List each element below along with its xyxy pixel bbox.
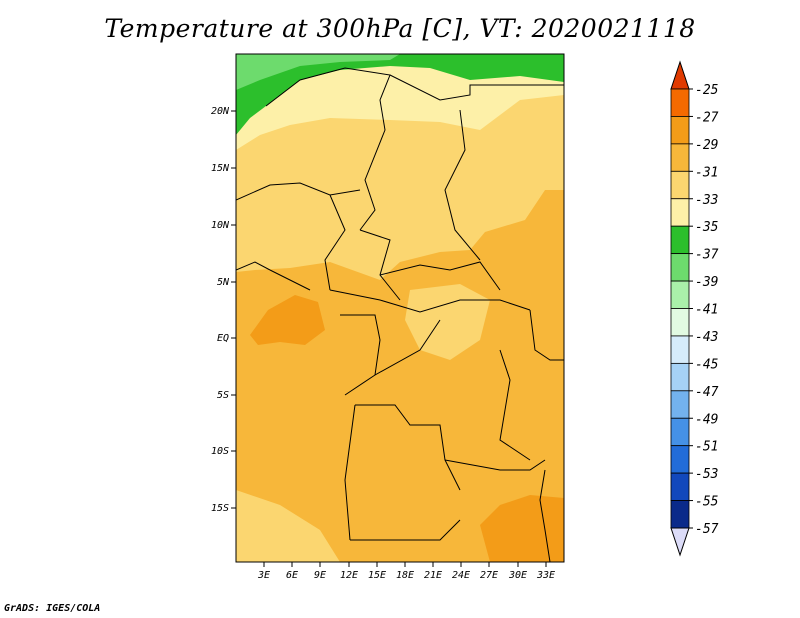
- colorbar-label: -55: [695, 495, 719, 510]
- lat-label-10n: 10N: [211, 220, 230, 231]
- colorbar-label: -39: [695, 275, 718, 290]
- map-title: Temperature at 300hPa [C], VT: 202002111…: [104, 14, 696, 43]
- lon-tick-15e: 15E: [368, 562, 386, 581]
- lon-label-24e: 24E: [452, 570, 470, 581]
- colorbar-label: -43: [695, 330, 718, 345]
- colorbar-segment: [670, 170, 690, 200]
- lon-tick-3e: 3E: [257, 562, 270, 581]
- lon-tick-33e: 33E: [536, 562, 555, 581]
- country-borders: [236, 67, 564, 562]
- band-minus-27-west: [250, 295, 325, 345]
- colorbar-segment: [670, 198, 690, 227]
- lat-label-5s: 5S: [217, 390, 229, 401]
- lat-tick-10n: 10N: [211, 220, 236, 231]
- colorbar-segment: [670, 417, 690, 447]
- band-minus-29-southwest: [236, 490, 340, 562]
- colorbar-labels: -25 -27 -29 -31 -33 -35 -37 -39 -41 -43 -45 -47 -49 -…: [689, 83, 719, 537]
- colorbar-label: -57: [695, 522, 719, 537]
- colorbar-label: -53: [695, 467, 718, 482]
- colorbar-top-arrow: [670, 60, 690, 90]
- colorbar-segment: [670, 362, 690, 392]
- temperature-field: [236, 54, 564, 562]
- colorbar-label: -37: [695, 248, 719, 263]
- colorbar-segments: [670, 88, 690, 529]
- colorbar-label: -51: [695, 440, 718, 455]
- colorbar-segment: [670, 335, 690, 364]
- colorbar-segment: [670, 472, 690, 501]
- latitude-axis: 20N 15N 10N 5N EQ 5S 10S 15S: [211, 106, 236, 514]
- lat-tick-5s: 5S: [217, 390, 236, 401]
- lat-tick-eq: EQ: [217, 333, 236, 344]
- colorbar-label: -33: [695, 193, 718, 208]
- colorbar-label: -35: [695, 220, 719, 235]
- colorbar-segment: [670, 308, 690, 337]
- band-minus-39: [236, 54, 400, 90]
- lon-label-15e: 15E: [368, 570, 386, 581]
- lon-tick-24e: 24E: [452, 562, 470, 581]
- colorbar-label: -31: [695, 165, 718, 180]
- longitude-axis: 3E 6E 9E 12E 15E 18E 21E 24E 27E 30E 33E: [257, 562, 555, 581]
- colorbar-label: -41: [695, 303, 718, 318]
- lat-label-15n: 15N: [211, 163, 230, 174]
- lat-label-eq: EQ: [217, 333, 229, 344]
- footer-credit: GrADS: IGES/COLA: [4, 603, 101, 614]
- lon-label-9e: 9E: [314, 570, 326, 581]
- lat-label-20n: 20N: [211, 106, 230, 117]
- band-minus-37: [236, 54, 564, 135]
- colorbar-segment: [670, 225, 690, 255]
- lon-tick-30e: 30E: [508, 562, 527, 581]
- lat-tick-15n: 15N: [211, 163, 236, 174]
- lon-tick-6e: 6E: [286, 562, 298, 581]
- lon-label-6e: 6E: [286, 570, 298, 581]
- colorbar-label: -29: [695, 138, 718, 153]
- lon-label-33e: 33E: [536, 570, 555, 581]
- lon-label-30e: 30E: [508, 570, 527, 581]
- lon-tick-12e: 12E: [340, 562, 358, 581]
- lat-tick-15s: 15S: [211, 503, 236, 514]
- lat-label-15s: 15S: [211, 503, 229, 514]
- colorbar-segment: [670, 280, 690, 309]
- colorbar-segment: [670, 500, 690, 529]
- colorbar-segment: [670, 445, 690, 474]
- lat-label-10s: 10S: [211, 446, 229, 457]
- band-minus-27-south: [480, 495, 564, 562]
- lon-label-21e: 21E: [424, 570, 442, 581]
- colorbar-segment: [670, 88, 690, 117]
- lon-tick-18e: 18E: [396, 562, 414, 581]
- colorbar: -25 -27 -29 -31 -33 -35 -37 -39 -41 -43 -45 -47 -49 -…: [670, 60, 719, 557]
- colorbar-label: -25: [695, 83, 719, 98]
- lon-label-3e: 3E: [257, 570, 270, 581]
- colorbar-segment: [670, 253, 690, 282]
- colorbar-segment: [670, 143, 690, 172]
- colorbar-label: -45: [695, 357, 719, 372]
- lat-tick-20n: 20N: [211, 106, 236, 117]
- colorbar-label: -27: [695, 110, 719, 125]
- lon-label-27e: 27E: [480, 570, 498, 581]
- colorbar-label: -49: [695, 412, 718, 427]
- lat-tick-10s: 10S: [211, 446, 236, 457]
- lat-tick-5n: 5N: [217, 277, 236, 288]
- lat-label-5n: 5N: [217, 277, 230, 288]
- lon-label-12e: 12E: [340, 570, 358, 581]
- colorbar-label: -47: [695, 385, 719, 400]
- lon-tick-21e: 21E: [424, 562, 442, 581]
- lon-tick-27e: 27E: [480, 562, 498, 581]
- colorbar-segment: [670, 390, 690, 419]
- lon-tick-9e: 9E: [314, 562, 326, 581]
- colorbar-segment: [670, 116, 690, 145]
- map-frame: [235, 53, 565, 563]
- lon-label-18e: 18E: [396, 570, 414, 581]
- colorbar-bottom-arrow: [670, 527, 690, 557]
